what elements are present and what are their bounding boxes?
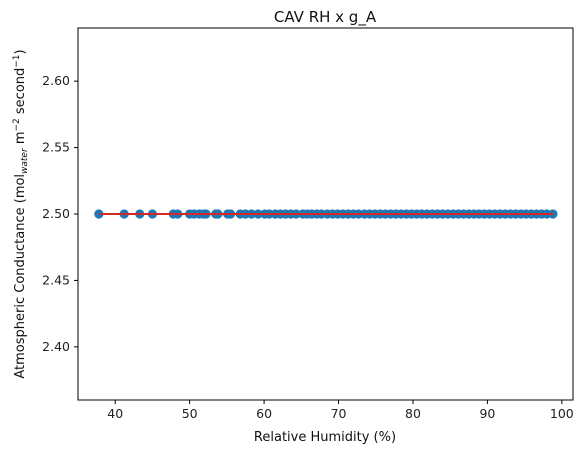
- x-tick-label: 90: [479, 406, 495, 421]
- chart-title: CAV RH x g_A: [274, 8, 377, 27]
- y-axis-label-subscript: water: [20, 147, 30, 174]
- y-axis: 2.40 2.45 2.50 2.55 2.60: [42, 73, 78, 354]
- y-tick-label: 2.60: [42, 73, 70, 88]
- y-axis-label-unit-second: second: [13, 68, 28, 119]
- y-tick-label: 2.45: [42, 272, 70, 287]
- y-tick-label: 2.55: [42, 140, 70, 155]
- y-axis-label-unit-m: m: [13, 132, 28, 149]
- y-axis-label-main: Atmospheric Conductance (mol: [13, 174, 28, 379]
- y-tick-label: 2.40: [42, 339, 70, 354]
- x-axis: 40 50 60 70 80 90 100: [107, 400, 574, 421]
- y-axis-label: Atmospheric Conductance (molwater m−2 se…: [12, 49, 30, 378]
- x-tick-label: 40: [107, 406, 123, 421]
- data-point: [548, 209, 558, 219]
- y-axis-label-superscript-2: −1: [12, 54, 22, 67]
- y-tick-label: 2.50: [42, 206, 70, 221]
- y-axis-label-close: ): [13, 49, 28, 54]
- x-tick-label: 70: [331, 406, 347, 421]
- x-tick-label: 60: [256, 406, 272, 421]
- x-tick-label: 80: [405, 406, 421, 421]
- x-tick-label: 50: [182, 406, 198, 421]
- x-axis-label: Relative Humidity (%): [254, 430, 396, 445]
- y-axis-label-superscript-1: −2: [12, 118, 22, 131]
- x-tick-label: 100: [550, 406, 574, 421]
